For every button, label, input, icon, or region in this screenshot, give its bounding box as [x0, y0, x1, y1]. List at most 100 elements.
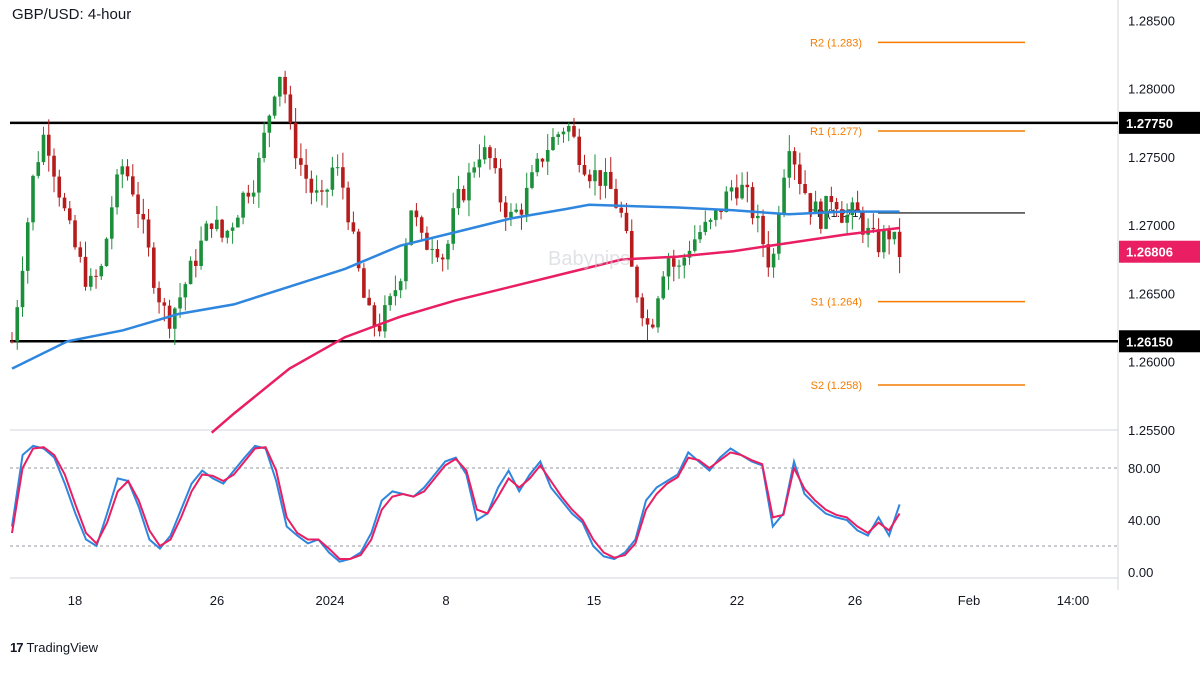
candle-body [650, 324, 655, 328]
range-price-tag [1119, 330, 1200, 353]
candle-body [782, 177, 786, 214]
candle-body [115, 174, 119, 208]
candle-body [272, 96, 277, 116]
candle-body [708, 219, 713, 222]
candle-body [320, 190, 324, 192]
candle-body [577, 136, 582, 165]
candle-body [419, 217, 424, 233]
candle-body [430, 248, 434, 250]
candle-body [236, 217, 240, 228]
price-tick-label: 1.27000 [1128, 218, 1175, 233]
stoch-k-line [11, 444, 901, 563]
candle-body [414, 210, 419, 218]
candle-body [288, 94, 293, 123]
candle-body [62, 197, 67, 209]
chart-title: GBP/USD: 4-hour [12, 6, 132, 23]
candle-body [540, 158, 545, 162]
candle-body [215, 219, 219, 230]
candle-body [845, 215, 849, 223]
candle-body [41, 134, 46, 163]
candle-body [493, 158, 498, 169]
candle-body [745, 184, 750, 188]
candle-body [125, 166, 130, 177]
last-price-label: 1.26806 [1126, 245, 1173, 260]
pivot-label: R2 (1.283) [810, 37, 862, 49]
time-tick-label: 8 [442, 593, 449, 608]
candle-body [52, 155, 56, 177]
candle-body [535, 158, 540, 173]
candle-body [593, 170, 597, 182]
candle-body [624, 212, 629, 232]
candle-body [57, 176, 62, 198]
candle-body [703, 221, 708, 233]
candle-body [341, 167, 345, 188]
stoch-tick-label: 40.00 [1128, 513, 1161, 528]
candle-body [724, 191, 729, 213]
candle-body [603, 172, 608, 186]
candle-body [314, 190, 319, 193]
price-tick-label: 1.26500 [1128, 286, 1175, 301]
candle-body [671, 258, 676, 267]
candle-body [388, 296, 392, 306]
range-price-tag [1119, 111, 1200, 134]
candle-body [73, 220, 77, 248]
moving-averages [11, 203, 900, 434]
candle-body [251, 192, 256, 197]
candle-body [46, 134, 51, 156]
candle-body [871, 227, 876, 230]
candle-body [792, 151, 797, 165]
pivot-label: R1 (1.277) [810, 126, 862, 138]
candle-body [178, 297, 182, 309]
price-axis[interactable]: 1.28500 1.28000 1.27500 1.27000 1.26500 1.260… [1128, 13, 1175, 580]
chart-grid [10, 0, 1119, 590]
candle-body [456, 188, 461, 209]
pivot-label: S2 (1.258) [811, 380, 862, 392]
candle-body [83, 256, 88, 287]
candle-body [840, 209, 844, 223]
candle-body [477, 159, 482, 168]
candle-body [157, 287, 161, 303]
candle-body [897, 231, 902, 258]
time-tick-label: 2024 [316, 593, 345, 608]
price-tick-label: 1.28500 [1128, 13, 1175, 28]
stoch-tick-label: 80.00 [1128, 461, 1161, 476]
candlesticks [10, 70, 902, 350]
candle-body [524, 187, 529, 215]
footer-branding[interactable]: 17 TradingView [10, 640, 98, 655]
price-tick-label: 1.28000 [1128, 82, 1175, 97]
stochastic-panel [10, 444, 1118, 563]
candle-body [131, 176, 135, 195]
candle-body [713, 210, 718, 220]
candle-body [482, 147, 487, 160]
price-tick-label: 1.27500 [1128, 150, 1175, 165]
candle-body [635, 266, 639, 298]
candle-body [698, 232, 702, 240]
pivot-levels: R2 (1.283)R1 (1.277)PP (1.271)S1 (1.264)… [810, 37, 1025, 392]
candle-body [393, 290, 398, 297]
candle-body [109, 207, 114, 239]
ma-fast-line [11, 203, 900, 370]
candle-body [230, 227, 235, 231]
candle-body [194, 260, 198, 266]
candle-body [440, 257, 445, 260]
candle-body [356, 231, 361, 269]
candle-body [241, 192, 245, 218]
time-tick-label: 26 [848, 593, 862, 608]
candle-body [666, 258, 671, 277]
candle-body [325, 189, 329, 192]
candle-body [587, 174, 592, 182]
ma-slow-line [210, 226, 900, 434]
candle-body [10, 341, 14, 343]
candle-body [162, 302, 167, 306]
candle-body [31, 175, 35, 223]
time-tick-label: Feb [958, 593, 980, 608]
candle-body [472, 167, 476, 173]
stoch-tick-label: 0.00 [1128, 565, 1153, 580]
candle-body [514, 209, 519, 212]
candle-body [383, 305, 387, 332]
candle-body [67, 208, 72, 221]
time-axis[interactable]: 18 26 2024 8 15 22 26 Feb 14:00 [68, 593, 1090, 608]
candle-body [829, 195, 834, 203]
candle-body [656, 298, 660, 328]
candle-body [629, 231, 634, 267]
